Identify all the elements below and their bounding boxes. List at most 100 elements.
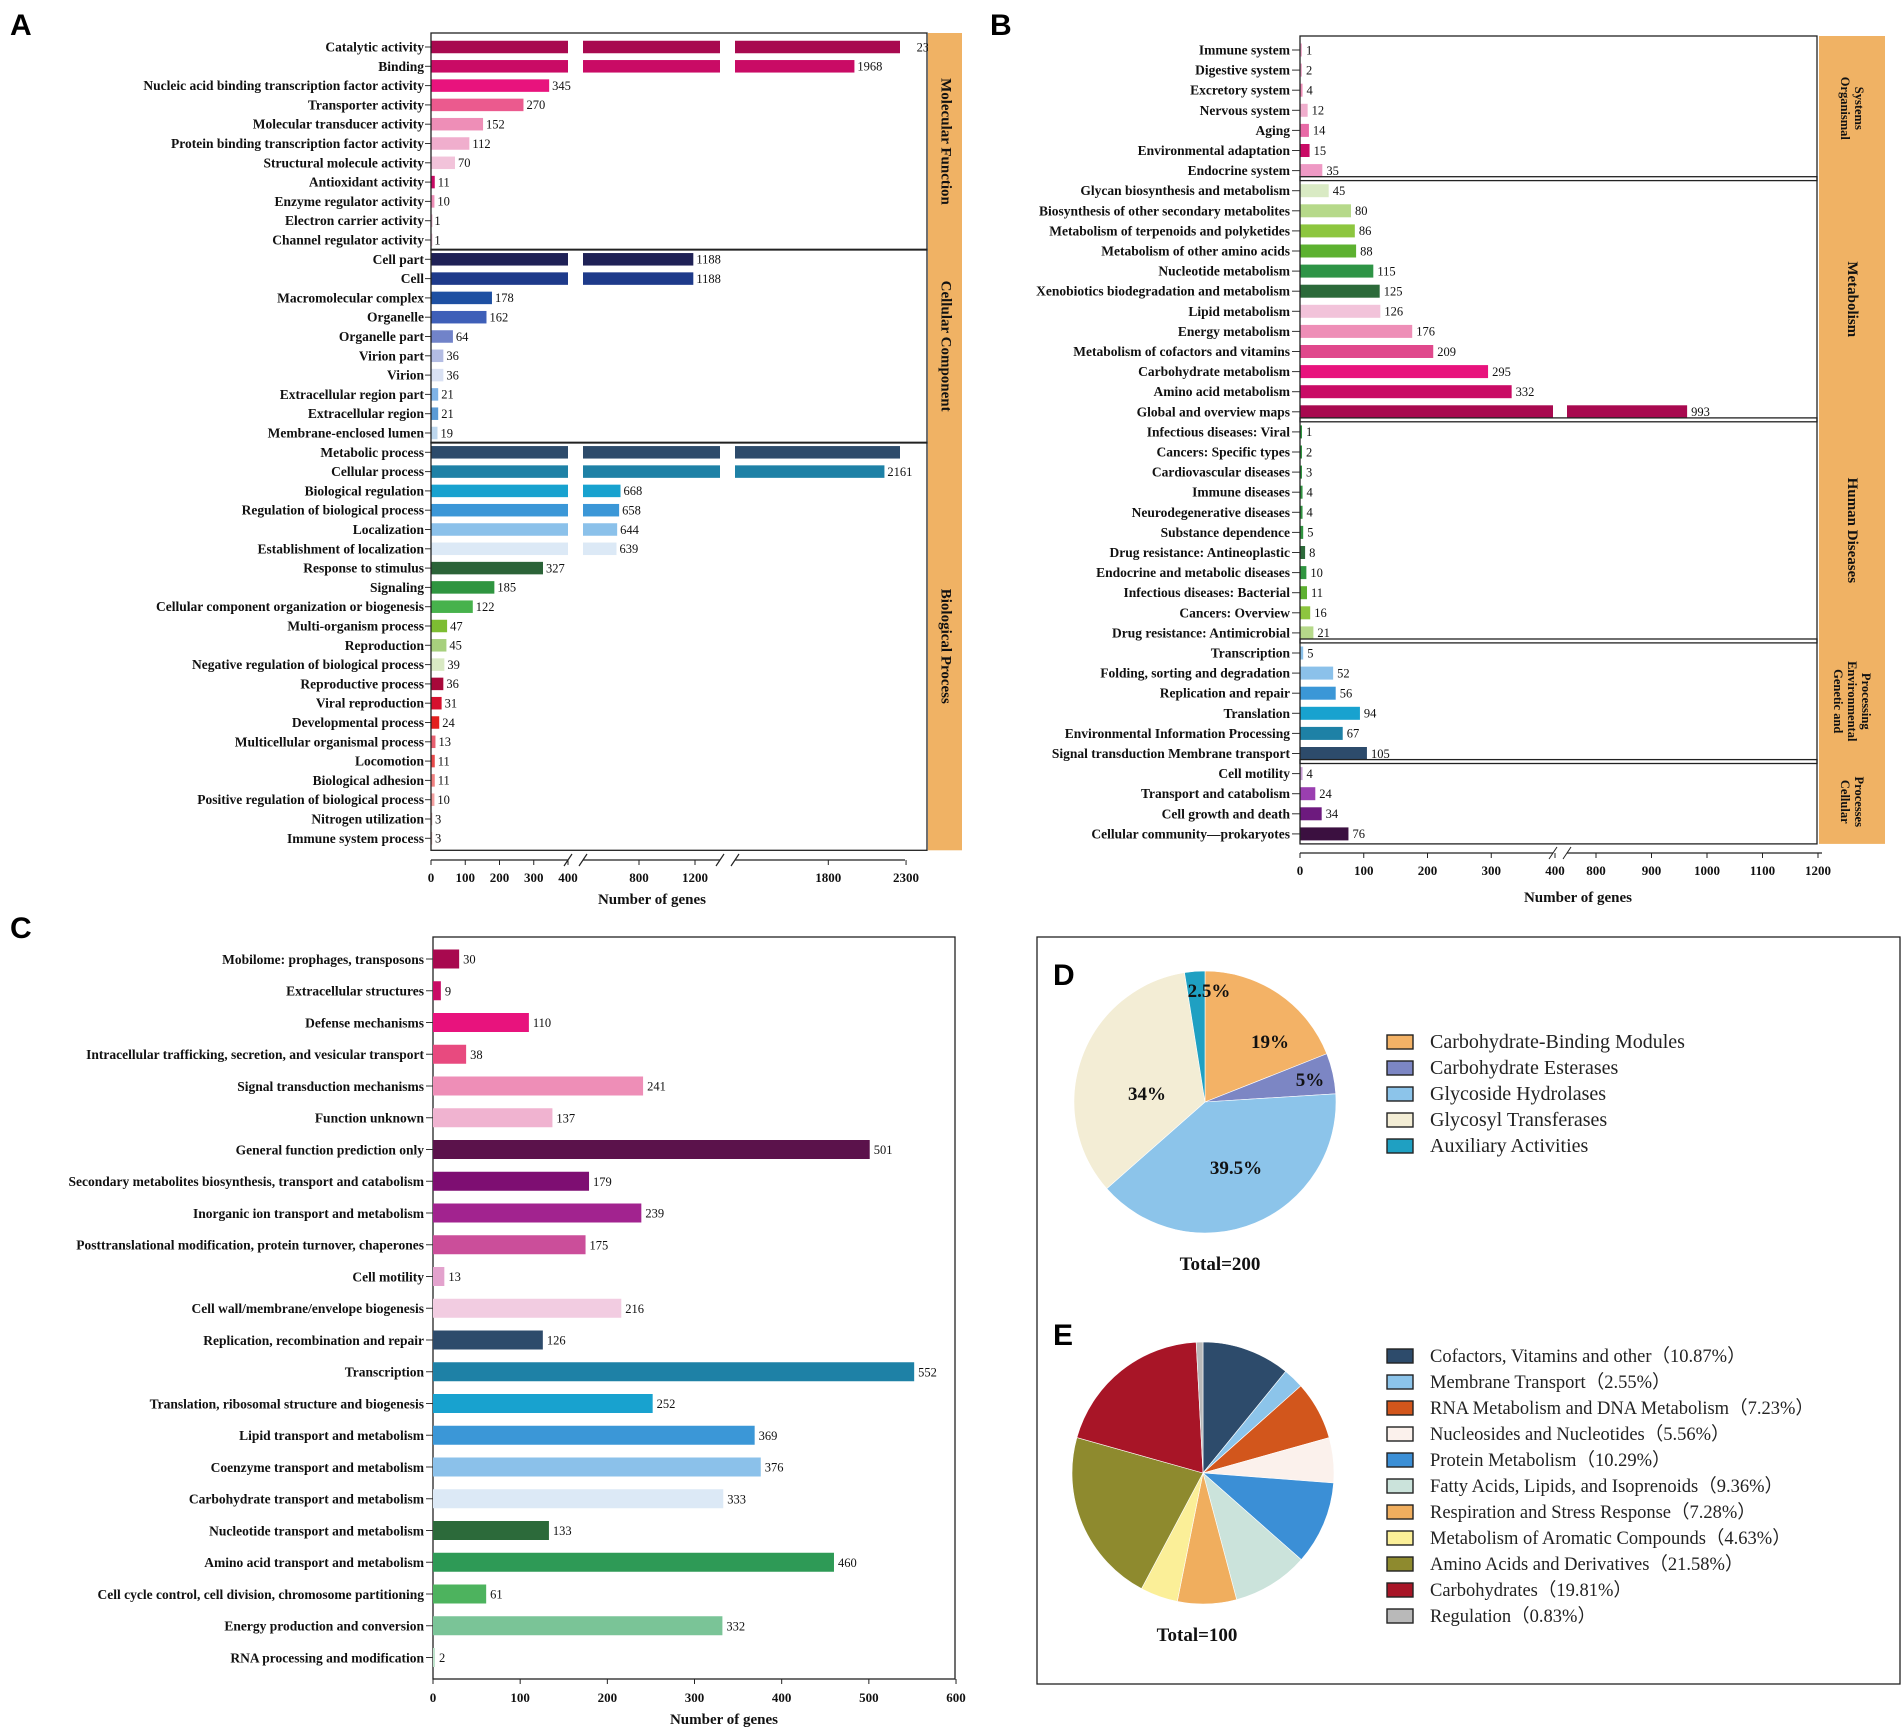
c-bar-secondary-metabolites-biosynthesis-transport-and-catabolism — [433, 1171, 590, 1191]
b-label-endocrine-and-metabolic-diseases: Endocrine and metabolic diseases — [1096, 565, 1290, 580]
c-bar-signal-transduction-mechanisms — [433, 1076, 644, 1096]
b-bar-xenobiotics-biodegradation-and-metabolism — [1300, 284, 1380, 298]
b-label-glycan-biosynthesis-and-metabolism: Glycan biosynthesis and metabolism — [1080, 183, 1290, 198]
b-label-immune-system: Immune system — [1199, 43, 1291, 58]
e-legend-label-respiration-and-stress-response: Respiration and Stress Response（7.28%） — [1430, 1502, 1756, 1523]
c-value-inorganic-ion-transport-and-metabolism: 239 — [645, 1207, 664, 1221]
c-label-cell-motility: Cell motility — [352, 1269, 424, 1284]
c-label-coenzyme-transport-and-metabolism: Coenzyme transport and metabolism — [211, 1460, 425, 1475]
b-label-substance-dependence: Substance dependence — [1161, 525, 1290, 540]
b-group-box-human-diseases — [1299, 417, 1818, 644]
c-label-cell-cycle-control-cell-division-chromosome-partitioning: Cell cycle control, cell division, chrom… — [98, 1587, 425, 1602]
e-slice-protein-metabolism — [1202, 1472, 1334, 1561]
b-label-environmental-adaptation: Environmental adaptation — [1138, 143, 1291, 158]
b-value-neurodegenerative-diseases: 4 — [1307, 506, 1314, 520]
c-bar-posttranslational-modification-protein-turnover-chaperones — [433, 1235, 586, 1255]
a-label-virion-part: Virion part — [359, 348, 425, 363]
a-bar-organelle-part — [431, 330, 453, 343]
a-label-antioxidant-activity: Antioxidant activity — [309, 175, 424, 190]
b-group-box-genetic-and-environmental-processing — [1299, 638, 1818, 765]
b-label-amino-acid-metabolism: Amino acid metabolism — [1154, 384, 1291, 399]
a-x-tick-label: 300 — [524, 870, 544, 885]
a-value-virion-part: 36 — [446, 349, 459, 363]
b-group-box-organismal-systems — [1299, 35, 1818, 182]
a-bar-response-to-stimulus — [431, 561, 543, 575]
c-label-general-function-prediction-only: General function prediction only — [236, 1142, 425, 1157]
b-value-lipid-metabolism: 126 — [1384, 305, 1403, 319]
b-category-band-metabolism — [1819, 176, 1885, 422]
c-label-replication-recombination-and-repair: Replication, recombination and repair — [203, 1333, 424, 1348]
a-x-tick-label: 2300 — [893, 870, 919, 885]
a-category-label-biological-process: Biological Process — [938, 589, 954, 704]
a-bar-multi-organism-process — [431, 619, 448, 633]
a-label-reproduction: Reproduction — [345, 638, 425, 653]
b-bar-nervous-system — [1300, 103, 1308, 117]
b-bar-cell-growth-and-death — [1300, 807, 1322, 821]
d-legend-swatch-carbohydrate-esterases — [1386, 1060, 1414, 1076]
b-value-signal-transduction-membrane-transport: 105 — [1371, 747, 1390, 761]
a-label-nucleic-acid-binding-transcription-factor-activity: Nucleic acid binding transcription facto… — [143, 78, 424, 93]
c-bar-intracellular-trafficking-secretion-and-vesicular-transport — [433, 1044, 467, 1064]
c-value-translation-ribosomal-structure-and-biogenesis: 252 — [657, 1397, 676, 1411]
b-value-environmental-information-processing: 67 — [1347, 727, 1360, 741]
c-value-mobilome-prophages-transposons: 30 — [463, 953, 476, 967]
a-value-immune-system-process: 3 — [435, 832, 441, 846]
a-bar-metabolic-process-seg2 — [735, 446, 900, 459]
a-value-viral-reproduction: 31 — [445, 697, 458, 711]
b-value-cell-growth-and-death: 34 — [1326, 807, 1339, 821]
a-value-signaling: 185 — [497, 581, 516, 595]
d-legend-swatch-auxiliary-activities — [1386, 1138, 1414, 1154]
b-label-excretory-system: Excretory system — [1190, 83, 1291, 98]
b-bar-cardiovascular-diseases — [1300, 465, 1302, 479]
a-bar-biological-regulation — [431, 484, 568, 498]
a-bar-protein-binding-transcription-factor-activity — [431, 137, 470, 150]
b-category-label-genetic-and-environmental-processing: Genetic andEnvironmentalProcessing — [1831, 661, 1873, 742]
b-bar-immune-diseases — [1300, 485, 1303, 499]
b-category-band-organismal-systems — [1819, 36, 1885, 181]
a-bar-metabolic-process — [431, 446, 568, 459]
b-bar-immune-system — [1300, 43, 1302, 57]
c-x-tick-label: 100 — [510, 1690, 530, 1705]
a-value-positive-regulation-of-biological-process: 10 — [437, 793, 450, 807]
a-bar-biological-regulation-seg1 — [583, 484, 621, 498]
b-value-replication-and-repair: 56 — [1340, 687, 1353, 701]
a-label-electron-carrier-activity: Electron carrier activity — [285, 213, 424, 228]
a-bar-cellular-process-seg1 — [583, 465, 720, 478]
b-value-glycan-biosynthesis-and-metabolism: 45 — [1333, 184, 1346, 198]
panel-letter-c: C — [10, 912, 32, 945]
a-bar-multicellular-organismal-process — [431, 735, 436, 749]
b-value-digestive-system: 2 — [1306, 63, 1312, 77]
a-value-channel-regulator-activity: 1 — [434, 233, 440, 247]
b-value-cancers-overview: 16 — [1314, 606, 1327, 620]
a-label-extracellular-region-part: Extracellular region part — [280, 387, 425, 402]
a-value-protein-binding-transcription-factor-activity: 112 — [472, 137, 490, 151]
e-legend-label-fatty-acids-lipids-and-isoprenoids: Fatty Acids, Lipids, and Isoprenoids（9.3… — [1430, 1476, 1783, 1497]
a-label-immune-system-process: Immune system process — [287, 831, 424, 846]
c-value-energy-production-and-conversion: 332 — [726, 1619, 745, 1633]
b-value-nucleotide-metabolism: 115 — [1377, 264, 1395, 278]
d-slice-label-carbohydrate-esterases: 5% — [1296, 1070, 1325, 1091]
c-value-lipid-transport-and-metabolism: 369 — [759, 1429, 778, 1443]
c-bar-amino-acid-transport-and-metabolism — [433, 1552, 834, 1572]
c-label-amino-acid-transport-and-metabolism: Amino acid transport and metabolism — [204, 1555, 425, 1570]
b-bar-global-and-overview-maps — [1300, 405, 1553, 419]
b-x-tick-label: 1200 — [1805, 863, 1831, 878]
a-value-macromolecular-complex: 178 — [495, 291, 514, 305]
a-bar-establishment-of-localization — [431, 542, 568, 556]
b-value-metabolism-of-terpenoids-and-polyketides: 86 — [1359, 224, 1372, 238]
c-value-posttranslational-modification-protein-turnover-chaperones: 175 — [590, 1238, 609, 1252]
panel-letter-b: B — [990, 9, 1012, 42]
a-value-cellular-component-organization-or-biogenesis: 122 — [476, 600, 495, 614]
e-legend-swatch-metabolism-of-aromatic-compounds — [1386, 1530, 1414, 1546]
a-value-regulation-of-biological-process: 658 — [622, 504, 641, 518]
a-bar-transporter-activity — [431, 98, 524, 112]
panel-letter-a: A — [10, 9, 32, 42]
a-bar-structural-molecule-activity — [431, 156, 455, 170]
a-bar-regulation-of-biological-process — [431, 503, 568, 517]
e-legend-swatch-rna-metabolism-and-dna-metabolism — [1386, 1400, 1414, 1416]
a-bar-cellular-component-organization-or-biogenesis — [431, 600, 473, 613]
c-value-signal-transduction-mechanisms: 241 — [647, 1080, 666, 1094]
d-legend-label-glycoside-hydrolases: Glycoside Hydrolases — [1430, 1083, 1606, 1105]
b-x-tick-label: 1000 — [1694, 863, 1720, 878]
b-bar-transport-and-catabolism — [1300, 787, 1316, 801]
